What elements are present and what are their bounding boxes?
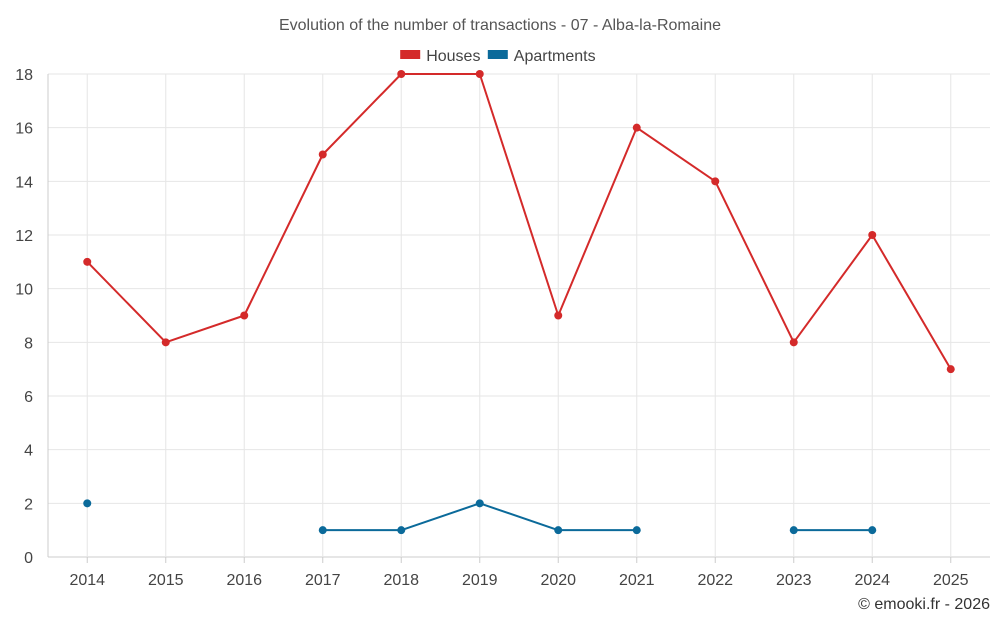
data-point[interactable] xyxy=(868,526,877,535)
data-point[interactable] xyxy=(318,526,327,535)
x-tick-label: 2025 xyxy=(933,572,969,589)
legend-label: Apartments xyxy=(514,48,596,65)
y-tick-label: 6 xyxy=(24,389,33,406)
x-tick-label: 2014 xyxy=(69,572,105,589)
data-point[interactable] xyxy=(946,365,955,374)
data-point[interactable] xyxy=(868,231,877,239)
x-tick-label: 2018 xyxy=(383,572,419,589)
y-tick-label: 12 xyxy=(15,228,33,245)
data-point[interactable] xyxy=(632,526,641,535)
data-point[interactable] xyxy=(789,526,798,535)
y-tick-label: 18 xyxy=(15,67,33,84)
series-houses xyxy=(83,70,955,374)
data-point[interactable] xyxy=(161,338,170,347)
y-tick-label: 10 xyxy=(15,282,33,299)
x-tick-label: 2016 xyxy=(226,572,262,589)
y-tick-label: 16 xyxy=(15,121,33,138)
x-tick-label: 2015 xyxy=(148,572,184,589)
legend-swatch xyxy=(400,50,421,59)
legend-item[interactable]: Apartments xyxy=(487,48,596,65)
data-point[interactable] xyxy=(240,311,249,320)
x-axis: 2014 2015 2016 2017 2018 2019 2020 2021 2022 2023… xyxy=(69,572,968,589)
x-tick-label: 2019 xyxy=(462,572,498,589)
data-point[interactable] xyxy=(711,177,720,186)
x-tick-label: 2017 xyxy=(305,572,341,589)
series-layer xyxy=(83,70,955,535)
data-point[interactable] xyxy=(475,70,484,78)
data-point[interactable] xyxy=(83,257,92,266)
data-point[interactable] xyxy=(397,70,406,78)
data-point[interactable] xyxy=(554,311,563,320)
x-tick-label: 2023 xyxy=(776,572,812,589)
legend: Houses Apartments xyxy=(400,48,596,65)
x-tick-label: 2021 xyxy=(619,572,655,589)
data-point[interactable] xyxy=(554,526,563,535)
x-tick-label: 2024 xyxy=(854,572,890,589)
data-point[interactable] xyxy=(83,499,92,508)
y-tick-label: 0 xyxy=(24,550,33,567)
y-tick-label: 8 xyxy=(24,335,33,352)
data-point[interactable] xyxy=(397,526,406,535)
grid xyxy=(47,73,990,563)
legend-swatch xyxy=(487,50,508,59)
legend-label: Houses xyxy=(426,48,480,65)
series-line xyxy=(86,73,952,370)
credit-text: © emooki.fr - 2026 xyxy=(858,596,990,613)
y-axis: 0 2 4 6 8 10 12 14 16 18 xyxy=(15,67,33,567)
x-tick-label: 2020 xyxy=(540,572,576,589)
y-tick-label: 4 xyxy=(24,443,33,460)
data-point[interactable] xyxy=(318,150,327,159)
data-point[interactable] xyxy=(632,123,641,132)
chart-title: Evolution of the number of transactions … xyxy=(279,17,721,34)
series-apartments xyxy=(83,499,877,535)
x-tick-label: 2022 xyxy=(697,572,733,589)
legend-item[interactable]: Houses xyxy=(400,48,480,65)
y-tick-label: 14 xyxy=(15,174,33,191)
y-tick-label: 2 xyxy=(24,496,33,513)
data-point[interactable] xyxy=(475,499,484,508)
data-point[interactable] xyxy=(789,338,798,347)
